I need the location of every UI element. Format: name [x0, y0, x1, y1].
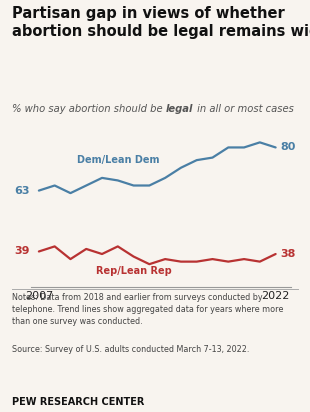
- Text: Source: Survey of U.S. adults conducted March 7-13, 2022.: Source: Survey of U.S. adults conducted …: [12, 345, 250, 353]
- Text: Notes: Data from 2018 and earlier from surveys conducted by
telephone. Trend lin: Notes: Data from 2018 and earlier from s…: [12, 293, 284, 326]
- Text: legal: legal: [166, 104, 193, 114]
- Text: 39: 39: [14, 246, 29, 257]
- Text: Rep/Lean Rep: Rep/Lean Rep: [96, 266, 171, 276]
- Text: PEW RESEARCH CENTER: PEW RESEARCH CENTER: [12, 397, 145, 407]
- Text: % who say abortion should be: % who say abortion should be: [12, 104, 166, 114]
- Text: 38: 38: [280, 249, 296, 259]
- Text: 80: 80: [280, 143, 296, 152]
- Text: Dem/Lean Dem: Dem/Lean Dem: [77, 155, 159, 165]
- Text: 63: 63: [14, 185, 29, 196]
- Text: in all or most cases: in all or most cases: [193, 104, 293, 114]
- Text: Partisan gap in views of whether
abortion should be legal remains wide: Partisan gap in views of whether abortio…: [12, 6, 310, 39]
